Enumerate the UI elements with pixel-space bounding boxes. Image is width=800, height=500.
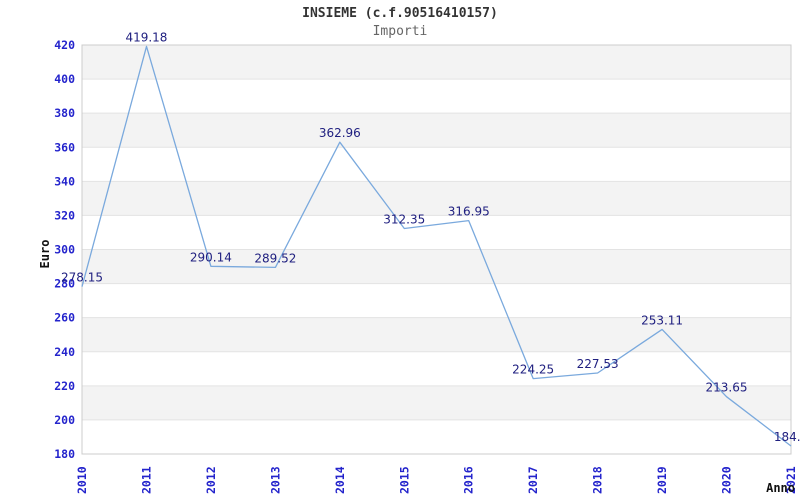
y-tick-label: 280 [54, 277, 75, 291]
y-tick-label: 300 [54, 243, 75, 257]
data-point-label: 184.7 [774, 430, 800, 444]
plot-band [82, 45, 791, 80]
y-tick-label: 240 [54, 345, 75, 359]
data-point-label: 289.52 [254, 251, 296, 265]
data-point-label: 312.35 [383, 212, 425, 226]
data-point-label: 224.25 [512, 363, 554, 377]
plot-band [82, 249, 791, 284]
y-tick-label: 200 [54, 413, 75, 427]
chart-subtitle: Importi [372, 24, 428, 39]
plot-band [82, 181, 791, 216]
y-axis-title: Euro [38, 240, 52, 269]
data-point-label: 278.15 [61, 271, 103, 285]
y-tick-label: 220 [54, 379, 75, 393]
plot-band [82, 385, 791, 420]
x-axis-title: Anno [766, 481, 795, 495]
x-tick-label: 2011 [139, 466, 153, 494]
plot-band [82, 113, 791, 148]
x-tick-label: 2021 [784, 466, 798, 494]
x-tick-label: 2020 [720, 466, 734, 494]
plot-band [82, 317, 791, 352]
x-tick-label: 2015 [397, 466, 411, 494]
data-point-label: 227.53 [577, 357, 619, 371]
x-tick-label: 2019 [655, 466, 669, 494]
x-tick-label: 2013 [268, 466, 282, 494]
data-point-label: 419.18 [125, 30, 167, 44]
data-point-label: 290.14 [190, 250, 232, 264]
y-tick-label: 420 [54, 38, 75, 52]
y-tick-label: 360 [54, 140, 75, 154]
y-tick-label: 180 [54, 447, 75, 461]
data-point-label: 316.95 [448, 205, 490, 219]
y-tick-label: 340 [54, 174, 75, 188]
y-tick-label: 320 [54, 208, 75, 222]
x-tick-label: 2010 [75, 466, 89, 494]
chart-title: INSIEME (c.f.90516410157) [302, 6, 498, 21]
data-point-label: 362.96 [319, 126, 361, 140]
x-tick-label: 2012 [204, 466, 218, 494]
x-tick-label: 2017 [526, 466, 540, 494]
data-point-label: 253.11 [641, 313, 683, 327]
y-tick-label: 380 [54, 106, 75, 120]
plot-border [81, 44, 792, 455]
x-tick-label: 2014 [333, 466, 347, 494]
y-tick-label: 260 [54, 311, 75, 325]
series-line-importi [81, 45, 792, 447]
data-point-label: 213.65 [706, 381, 748, 395]
x-tick-label: 2018 [591, 466, 605, 494]
y-tick-label: 400 [54, 72, 75, 86]
x-tick-label: 2016 [462, 466, 476, 494]
